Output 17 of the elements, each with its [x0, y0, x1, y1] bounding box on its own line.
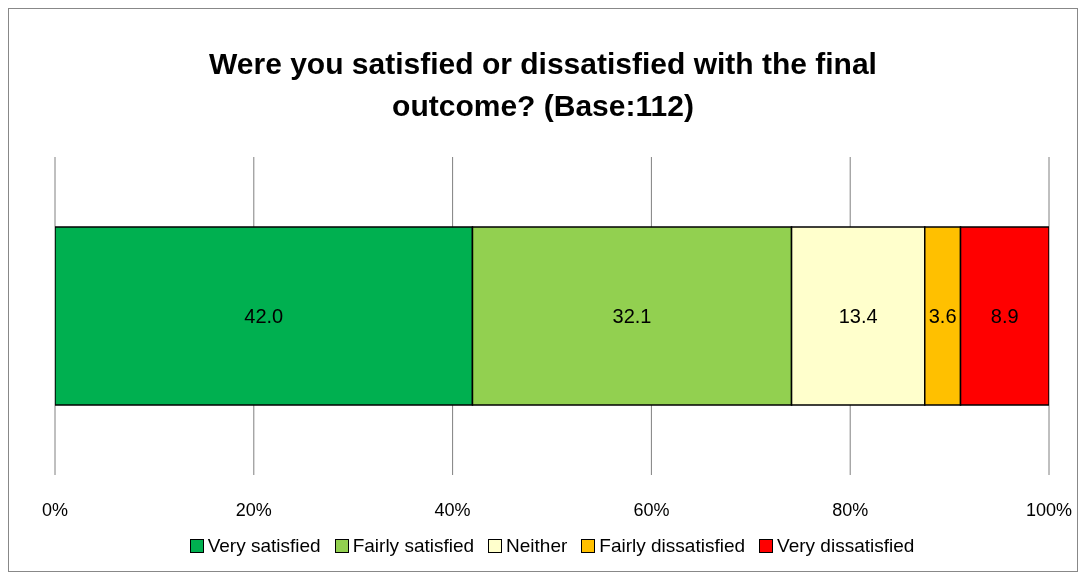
x-tick-label: 60% — [633, 499, 670, 520]
data-label: 3.6 — [928, 305, 957, 328]
legend-label: Very dissatisfied — [776, 535, 915, 557]
data-label: 13.4 — [838, 305, 878, 328]
x-tick-label: 40% — [434, 499, 471, 520]
data-label: 8.9 — [990, 305, 1019, 328]
data-label: 32.1 — [612, 305, 652, 328]
legend-label: Fairly dissatisfied — [598, 535, 746, 557]
legend-label: Neither — [505, 535, 568, 557]
x-tick-label: 100% — [1025, 499, 1073, 520]
chart-title: Were you satisfied or dissatisfied with the final outcome? (Base:112) — [208, 46, 878, 124]
x-tick-label: 20% — [235, 499, 272, 520]
data-label: 42.0 — [244, 305, 284, 328]
legend-label: Fairly satisfied — [351, 535, 475, 557]
legend-label: Very satisfied — [206, 535, 321, 557]
x-tick-label: 80% — [832, 499, 869, 520]
x-tick-label: 0% — [41, 499, 69, 520]
